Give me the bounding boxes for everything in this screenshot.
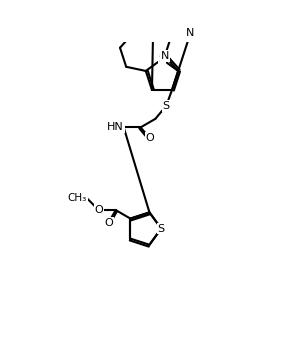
Text: S: S bbox=[158, 224, 165, 234]
Text: O: O bbox=[94, 205, 103, 215]
Text: CH₃: CH₃ bbox=[67, 193, 87, 203]
Text: O: O bbox=[104, 218, 113, 228]
Text: N: N bbox=[160, 51, 169, 61]
Text: S: S bbox=[158, 54, 166, 64]
Text: N: N bbox=[186, 28, 195, 38]
Text: S: S bbox=[163, 101, 170, 111]
Text: HN: HN bbox=[107, 122, 124, 132]
Text: O: O bbox=[146, 133, 154, 143]
